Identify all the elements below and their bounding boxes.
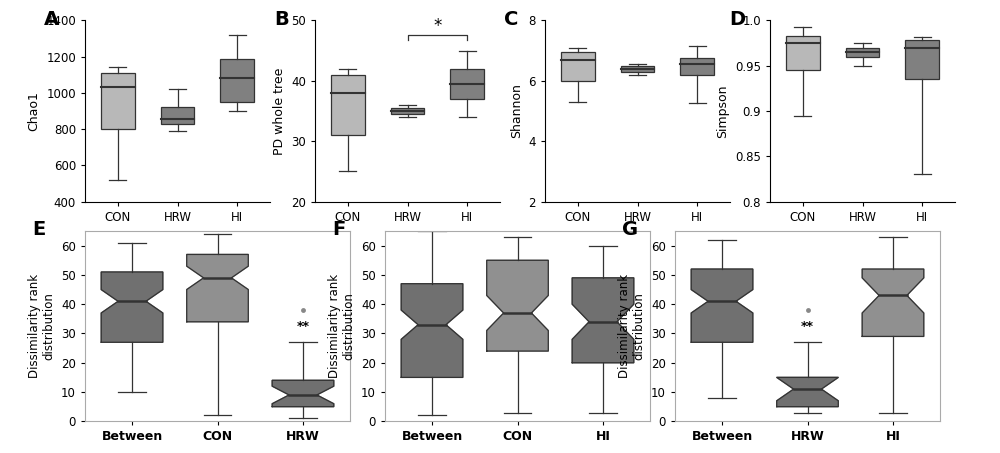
Bar [786, 36, 820, 70]
Text: **: ** [801, 320, 814, 333]
Y-axis label: Chao1: Chao1 [28, 91, 41, 131]
Polygon shape [487, 260, 548, 351]
Text: F: F [332, 220, 345, 239]
Text: G: G [622, 220, 638, 239]
Text: *: * [433, 17, 442, 34]
Y-axis label: Shannon: Shannon [510, 83, 523, 139]
Bar [331, 75, 365, 135]
Bar [101, 73, 135, 129]
Polygon shape [187, 255, 248, 322]
Bar [621, 66, 654, 72]
Text: A: A [44, 10, 59, 29]
Bar [905, 40, 939, 79]
Y-axis label: Dissimilarity rank
distribution: Dissimilarity rank distribution [328, 274, 356, 378]
Y-axis label: Dissimilarity rank
distribution: Dissimilarity rank distribution [28, 274, 56, 378]
Polygon shape [691, 269, 753, 342]
Text: **: ** [296, 320, 309, 333]
Bar [561, 52, 595, 81]
Text: D: D [729, 10, 745, 29]
Bar [161, 107, 194, 124]
Bar [680, 58, 714, 75]
Bar [450, 69, 484, 99]
Text: B: B [274, 10, 289, 29]
Bar [220, 59, 254, 102]
Polygon shape [862, 269, 924, 337]
Y-axis label: Simpson: Simpson [716, 84, 729, 138]
Polygon shape [101, 272, 163, 342]
Polygon shape [572, 278, 634, 363]
Text: C: C [504, 10, 519, 29]
Y-axis label: Dissimilarity rank
distribution: Dissimilarity rank distribution [618, 274, 646, 378]
Polygon shape [401, 284, 463, 377]
Polygon shape [777, 377, 838, 407]
Bar [391, 108, 424, 114]
Text: E: E [32, 220, 45, 239]
Y-axis label: PD whole tree: PD whole tree [273, 67, 286, 154]
Bar [846, 48, 879, 57]
Polygon shape [272, 381, 334, 407]
